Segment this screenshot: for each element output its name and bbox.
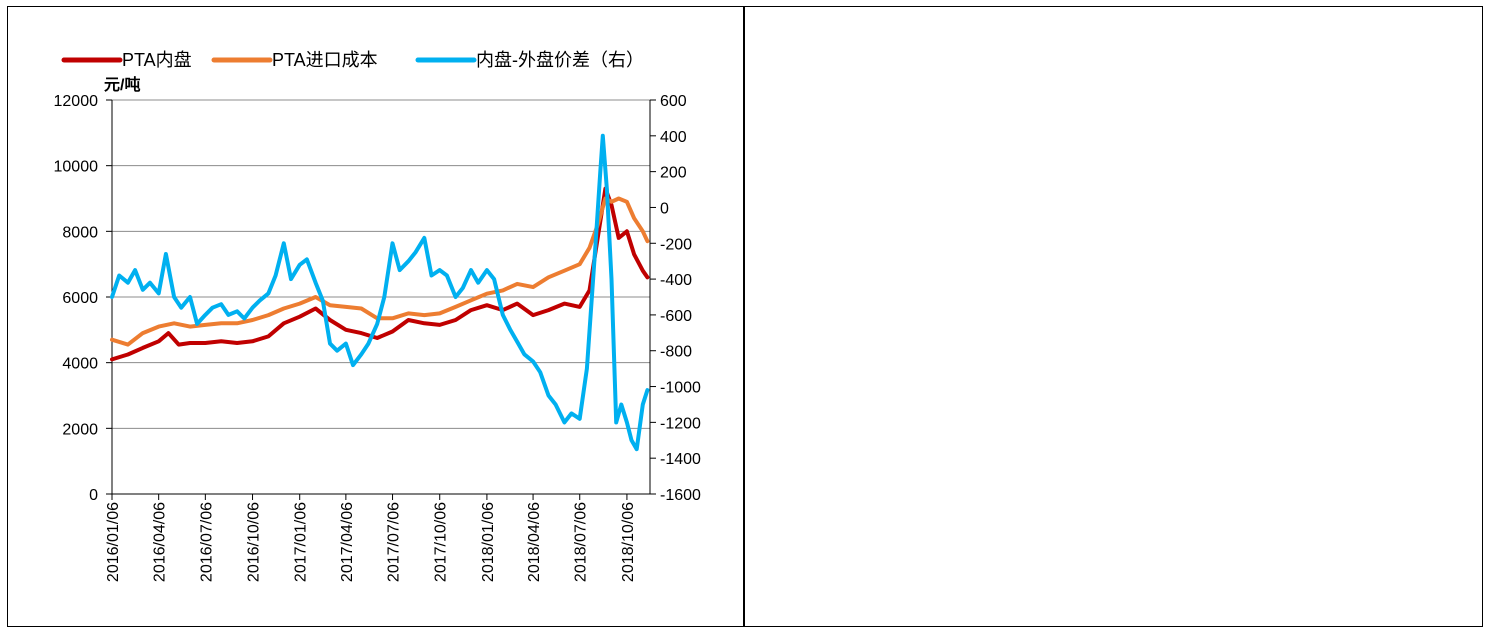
y-right-tick-label: 400 bbox=[660, 129, 687, 146]
x-tick-label: 2016/07/06 bbox=[198, 502, 215, 582]
x-tick-label: 2018/10/06 bbox=[620, 502, 637, 582]
y-left-tick-label: 0 bbox=[89, 487, 98, 504]
y-right-tick-label: -1400 bbox=[660, 451, 701, 468]
y-unit-label: 元/吨 bbox=[104, 75, 140, 94]
y-right-tick-label: -200 bbox=[660, 236, 692, 253]
y-right-tick-label: -1200 bbox=[660, 415, 701, 432]
y-left-tick-label: 10000 bbox=[54, 159, 99, 176]
y-right-tick-label: -600 bbox=[660, 308, 692, 325]
x-tick-label: 2017/04/06 bbox=[339, 502, 356, 582]
x-tick-label: 2017/10/06 bbox=[433, 502, 450, 582]
legend: PTA内盘 PTA进口成本 内盘-外盘价差（右） bbox=[61, 50, 644, 70]
series-lines bbox=[110, 133, 650, 452]
y-left-tick-label: 12000 bbox=[54, 93, 99, 110]
y-left-tick-label: 2000 bbox=[62, 421, 98, 438]
x-tick-label: 2018/04/06 bbox=[526, 502, 543, 582]
y-right-tick-label: 0 bbox=[660, 200, 669, 217]
figure-frame bbox=[7, 6, 1483, 627]
y-right-tick-label: -800 bbox=[660, 344, 692, 361]
series-line-2 bbox=[110, 133, 650, 452]
x-tick-label: 2018/07/06 bbox=[573, 502, 590, 582]
axes: 020004000600080001000012000-1600-1400-12… bbox=[54, 93, 702, 582]
x-tick-label: 2016/01/06 bbox=[105, 502, 122, 582]
legend-label-0: PTA内盘 bbox=[122, 50, 192, 70]
y-right-tick-label: -1600 bbox=[660, 487, 701, 504]
grid-lines bbox=[112, 99, 650, 429]
x-tick-label: 2017/01/06 bbox=[293, 502, 310, 582]
x-tick-label: 2016/10/06 bbox=[246, 502, 263, 582]
y-right-tick-label: -400 bbox=[660, 272, 692, 289]
y-right-tick-label: -1000 bbox=[660, 380, 701, 397]
y-right-tick-label: 200 bbox=[660, 165, 687, 182]
y-left-tick-label: 8000 bbox=[62, 224, 98, 241]
panel-divider bbox=[743, 6, 745, 627]
series-line-0 bbox=[110, 186, 650, 362]
x-tick-label: 2018/01/06 bbox=[480, 502, 497, 582]
x-tick-label: 2016/04/06 bbox=[152, 502, 169, 582]
x-tick-label: 2017/07/06 bbox=[386, 502, 403, 582]
y-left-tick-label: 6000 bbox=[62, 290, 98, 307]
y-right-tick-label: 600 bbox=[660, 93, 687, 110]
legend-label-1: PTA进口成本 bbox=[272, 50, 378, 70]
series-line-1 bbox=[110, 196, 650, 347]
y-left-tick-label: 4000 bbox=[62, 356, 98, 373]
legend-label-2: 内盘-外盘价差（右） bbox=[476, 50, 644, 70]
